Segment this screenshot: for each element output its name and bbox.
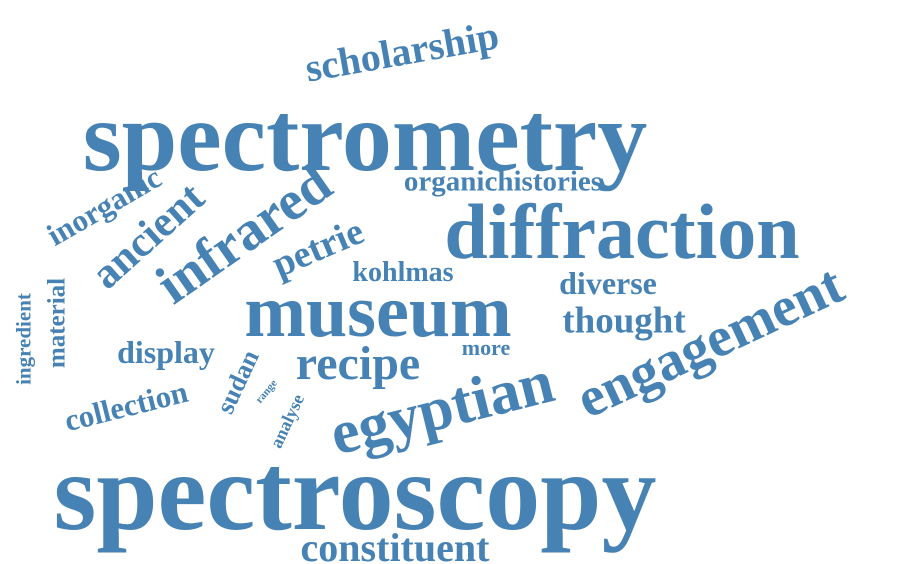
word-display: display [117, 334, 215, 370]
word-constituent: constituent [300, 525, 490, 564]
word-material: material [43, 277, 71, 369]
word-more: more [461, 335, 511, 360]
word-diffraction: diffraction [444, 188, 800, 275]
word-kohlmas: kohlmas [352, 257, 454, 288]
word-recipe: recipe [295, 337, 421, 390]
word-organichistories: organichistories [403, 165, 603, 198]
word-museum: museum [244, 271, 512, 353]
word-range: range [253, 377, 280, 406]
word-ingredient: ingredient [11, 293, 36, 385]
word-scholarship: scholarship [301, 12, 503, 91]
word-sudan: sudan [210, 345, 265, 419]
word-spectrometry: spectrometry [82, 81, 648, 192]
word-spectroscopy: spectroscopy [53, 431, 657, 553]
word-thought: thought [562, 300, 686, 342]
word-diverse: diverse [559, 265, 657, 301]
word-collection: collection [60, 373, 192, 439]
